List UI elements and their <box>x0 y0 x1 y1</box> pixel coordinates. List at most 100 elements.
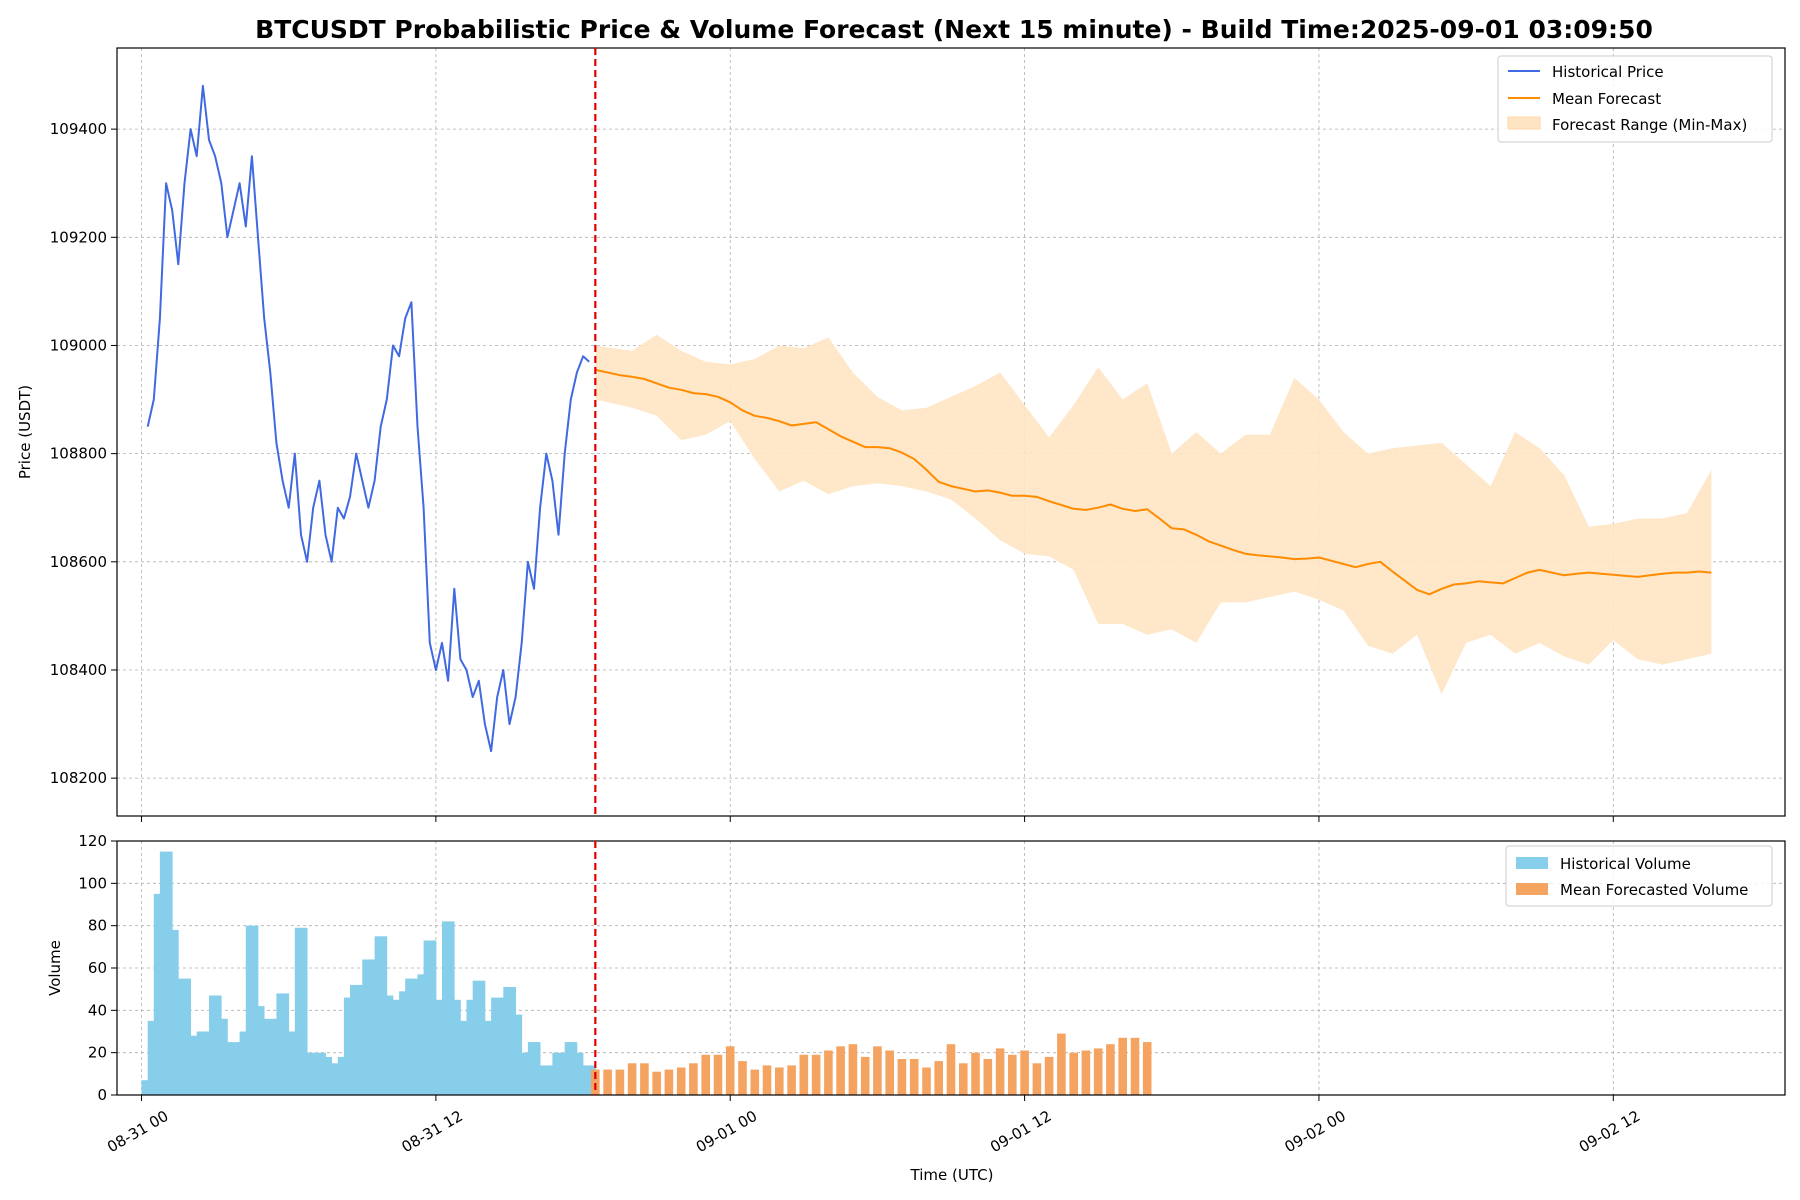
historical-volume-bar <box>448 921 455 1095</box>
forecast-volume-bar <box>799 1054 809 1095</box>
historical-volume-bar <box>417 974 424 1095</box>
price-ytick-label: 109200 <box>50 228 107 246</box>
forecast-volume-bar <box>701 1054 710 1095</box>
legend-forecast-volume-swatch <box>1516 883 1548 895</box>
historical-volume-bar <box>233 1042 240 1095</box>
price-x-axis-ticks <box>141 816 1614 822</box>
historical-volume-bar <box>325 1056 332 1095</box>
forecast-volume-bar <box>1069 1052 1078 1095</box>
historical-volume-bar <box>294 927 302 1095</box>
price-ytick-label: 108400 <box>50 661 107 679</box>
historical-volume-bar <box>491 997 498 1095</box>
price-series <box>146 84 1712 753</box>
legend-forecast-range-swatch <box>1507 116 1541 130</box>
forecast-volume-bar <box>725 1046 735 1095</box>
forecast-volume-bar <box>860 1056 870 1095</box>
price-ytick-label: 108200 <box>50 769 107 787</box>
forecast-volume-bar <box>676 1067 686 1095</box>
historical-volume-bar <box>202 1031 210 1095</box>
historical-volume-bar <box>478 980 486 1095</box>
volume-ytick-label: 60 <box>88 959 107 977</box>
forecast-volume-bar <box>1093 1048 1103 1095</box>
historical-volume-bar <box>307 1052 314 1095</box>
forecast-volume-bar <box>640 1063 649 1096</box>
historical-volume-bar <box>411 978 418 1095</box>
forecast-volume-bar <box>909 1059 919 1095</box>
forecast-volume-bar <box>885 1050 894 1095</box>
historical-volume-bar <box>215 995 222 1095</box>
forecast-volume-bar <box>1081 1050 1091 1095</box>
historical-volume-bar <box>540 1065 547 1095</box>
forecast-volume-bar <box>1057 1033 1066 1095</box>
historical-volume-bar <box>497 997 504 1095</box>
volume-ytick-label: 100 <box>78 874 107 892</box>
historical-volume-bar <box>423 940 431 1095</box>
volume-x-axis-label: Time (UTC) <box>910 1166 994 1184</box>
forecast-volume-bar <box>1118 1037 1127 1095</box>
historical-volume-bar <box>362 959 369 1095</box>
mean-forecast-line <box>595 368 1712 596</box>
historical-volume-bar <box>527 1042 535 1095</box>
forecast-volume-bar <box>689 1063 698 1096</box>
legend-forecast-range-label: Forecast Range (Min-Max) <box>1552 116 1747 134</box>
forecast-volume-bar <box>615 1069 625 1095</box>
historical-volume-bar <box>313 1052 320 1095</box>
volume-ytick-label: 0 <box>97 1086 107 1104</box>
forecast-volume-bar <box>934 1061 943 1095</box>
forecast-volume-bar <box>1130 1037 1140 1095</box>
historical-price-line <box>146 84 590 753</box>
historical-volume-bar <box>141 1080 148 1095</box>
historical-volume-bar <box>570 1042 578 1095</box>
volume-bars <box>141 851 1152 1096</box>
forecast-volume-bar <box>750 1069 760 1095</box>
historical-volume-bar <box>221 1018 228 1095</box>
forecast-volume-bar <box>971 1052 980 1095</box>
forecast-volume-bar <box>824 1050 833 1095</box>
forecast-volume-bar <box>897 1059 907 1095</box>
historical-volume-bar <box>264 1018 271 1095</box>
forecast-volume-bar <box>1142 1042 1152 1095</box>
historical-volume-bar <box>534 1042 541 1095</box>
historical-volume-bar <box>503 987 510 1095</box>
volume-y-axis-label: Volume <box>46 940 64 996</box>
historical-volume-bar <box>282 993 290 1095</box>
historical-volume-bar <box>184 978 191 1095</box>
legend-historical-volume-label: Historical Volume <box>1560 855 1691 873</box>
historical-volume-bar <box>319 1052 326 1095</box>
historical-volume-bar <box>460 1020 467 1095</box>
historical-volume-bar <box>172 929 179 1095</box>
historical-volume-bar <box>374 936 382 1096</box>
historical-volume-bar <box>301 927 308 1095</box>
historical-volume-bar <box>356 984 363 1095</box>
price-ytick-label: 109000 <box>50 336 107 354</box>
historical-volume-bar <box>196 1031 204 1095</box>
historical-volume-bar <box>558 1052 565 1095</box>
price-ytick-label: 108800 <box>50 445 107 463</box>
historical-volume-bar <box>521 1052 529 1095</box>
legend-mean-forecast-label: Mean Forecast <box>1552 90 1661 108</box>
historical-volume-bar <box>147 1020 155 1095</box>
forecast-volume-bar <box>713 1054 723 1095</box>
historical-volume-bar <box>276 993 283 1095</box>
volume-axes-frame <box>116 840 1786 1096</box>
price-y-axis-label: Price (USDT) <box>16 385 34 479</box>
price-y-axis-ticks: 108200 108400 108600 108800 109000 109200 1094… <box>50 120 117 787</box>
historical-volume-bar <box>209 995 216 1095</box>
volume-y-axis-ticks: 0 20 40 60 80 100 120 <box>78 832 117 1104</box>
historical-volume-bar <box>515 1014 523 1095</box>
forecast-volume-bar <box>836 1046 845 1095</box>
chart-title: BTCUSDT Probabilistic Price & Volume For… <box>255 15 1653 44</box>
historical-volume-bar <box>509 987 516 1095</box>
price-ytick-label: 108600 <box>50 553 107 571</box>
forecast-volume-bar <box>738 1061 747 1095</box>
forecast-volume-bar <box>603 1069 612 1095</box>
forecast-volume-bar <box>664 1069 674 1095</box>
forecast-volume-bar <box>652 1071 661 1095</box>
historical-volume-bar <box>546 1065 553 1095</box>
historical-volume-bar <box>159 851 167 1095</box>
historical-volume-bar <box>564 1042 572 1095</box>
forecast-volume-bar <box>762 1065 772 1095</box>
forecast-volume-bar <box>983 1059 993 1095</box>
historical-volume-bar <box>454 999 461 1096</box>
